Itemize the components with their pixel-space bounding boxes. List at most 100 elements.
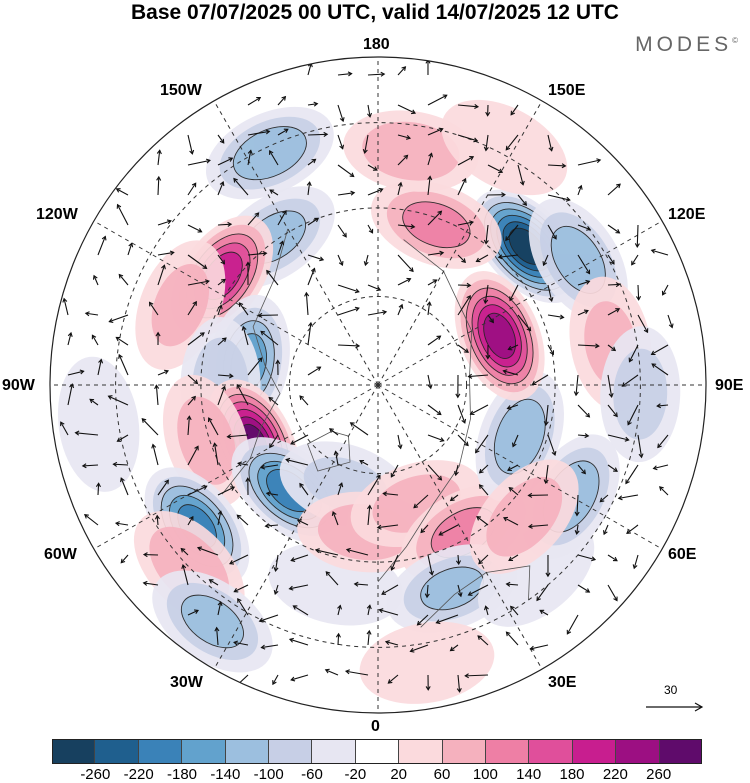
colorbar-swatch — [138, 739, 183, 764]
wind-arrow — [292, 605, 309, 616]
lon-label-60w: 60W — [44, 546, 77, 563]
wind-arrow — [333, 450, 339, 466]
wind-arrow — [477, 635, 489, 646]
wind-arrow — [217, 510, 223, 526]
wind-arrow — [635, 284, 642, 301]
wind-arrow — [307, 321, 314, 346]
wind-arrow — [511, 434, 519, 448]
wind-arrow — [307, 131, 329, 137]
wind-arrow — [505, 581, 519, 587]
colorbar-swatch — [659, 739, 703, 764]
wind-arrow — [269, 149, 279, 166]
wind-arrow — [427, 250, 445, 256]
wind-arrow — [457, 104, 480, 110]
negative-anomaly-centre — [152, 570, 273, 673]
colorbar-tick-label: -140 — [210, 766, 241, 783]
wind-arrow — [120, 554, 129, 564]
wind-arrow — [217, 600, 223, 616]
wind-arrow — [632, 554, 639, 570]
wind-arrow — [478, 464, 489, 474]
wind-arrow — [607, 584, 618, 602]
wind-arrow — [427, 175, 433, 196]
wind-arrow — [217, 278, 226, 286]
wind-arrow — [427, 374, 433, 390]
positive-anomaly-centre — [359, 621, 495, 704]
wind-arrow — [187, 134, 195, 155]
wind-arrow — [345, 547, 369, 556]
wind-arrow — [217, 221, 233, 227]
wind-arrow — [84, 311, 99, 317]
wind-arrow — [208, 579, 219, 586]
wind-arrow — [180, 547, 189, 556]
wind-arrow — [367, 284, 382, 292]
colorbar-tick-label: -20 — [344, 766, 367, 783]
wind-arrow — [507, 344, 519, 351]
wind-arrow — [186, 415, 192, 436]
wind-arrow — [151, 443, 159, 466]
wind-arrow — [157, 369, 169, 376]
wind-arrow — [469, 404, 489, 416]
wind-arrow — [217, 304, 223, 316]
wind-arrow — [277, 128, 289, 136]
colorbar-tick-label: -60 — [301, 766, 323, 783]
coastline-segment — [377, 239, 473, 583]
wind-arrow — [116, 203, 129, 226]
wind-arrow — [247, 357, 263, 376]
wind-arrow — [607, 254, 615, 265]
wind-arrow — [115, 188, 129, 196]
wind-arrow — [245, 261, 251, 286]
wind-arrow — [241, 325, 249, 346]
wind-arrow — [217, 337, 227, 346]
wind-arrow — [212, 442, 219, 466]
wind-arrow — [268, 396, 279, 406]
wind-arrow — [120, 477, 129, 496]
colorbar-swatch — [486, 739, 530, 764]
wind-arrow — [91, 334, 99, 346]
wind-arrow — [307, 158, 317, 166]
latitude-circle — [288, 295, 468, 475]
wind-arrow — [337, 604, 343, 616]
wind-arrow — [387, 674, 399, 684]
wind-arrow — [290, 674, 309, 682]
wind-arrow — [475, 434, 489, 454]
wind-arrow — [187, 224, 203, 233]
wind-arrow — [574, 524, 580, 535]
wind-arrow — [625, 464, 639, 485]
wind-arrow — [367, 309, 388, 316]
wind-arrow — [547, 314, 565, 320]
wind-arrow — [425, 674, 431, 691]
wind-arrow — [508, 554, 519, 561]
wind-arrow — [531, 374, 549, 385]
wind-arrow — [478, 554, 489, 565]
wind-arrow — [517, 314, 532, 332]
wind-arrow — [577, 254, 591, 275]
wind-arrow — [485, 104, 491, 117]
wind-arrow — [547, 194, 571, 202]
wind-arrow — [237, 597, 249, 616]
wind-arrow — [573, 374, 579, 397]
wind-arrow — [427, 127, 444, 136]
wind-arrow — [457, 156, 475, 166]
meridian-line — [377, 220, 663, 386]
wind-arrow — [344, 669, 369, 676]
wind-arrow — [260, 330, 279, 346]
height-anomaly-field — [57, 99, 681, 704]
wind-arrow — [502, 369, 519, 376]
wind-arrow — [427, 335, 442, 346]
wind-arrow — [226, 433, 249, 440]
wind-arrow — [427, 279, 438, 286]
reference-vector: 30 — [640, 680, 710, 720]
wind-arrow — [617, 494, 639, 501]
wind-arrow — [187, 182, 197, 196]
wind-arrow — [108, 314, 129, 323]
wind-arrow — [236, 514, 249, 526]
wind-arrow — [424, 584, 430, 599]
wind-arrow — [390, 464, 399, 478]
reference-arrow-icon — [646, 702, 704, 712]
wind-arrow — [455, 554, 462, 566]
wind-arrow — [187, 158, 211, 166]
wind-arrow — [273, 554, 279, 573]
wind-arrow — [397, 277, 412, 286]
wind-arrow — [156, 149, 162, 166]
wind-arrow — [337, 164, 355, 178]
